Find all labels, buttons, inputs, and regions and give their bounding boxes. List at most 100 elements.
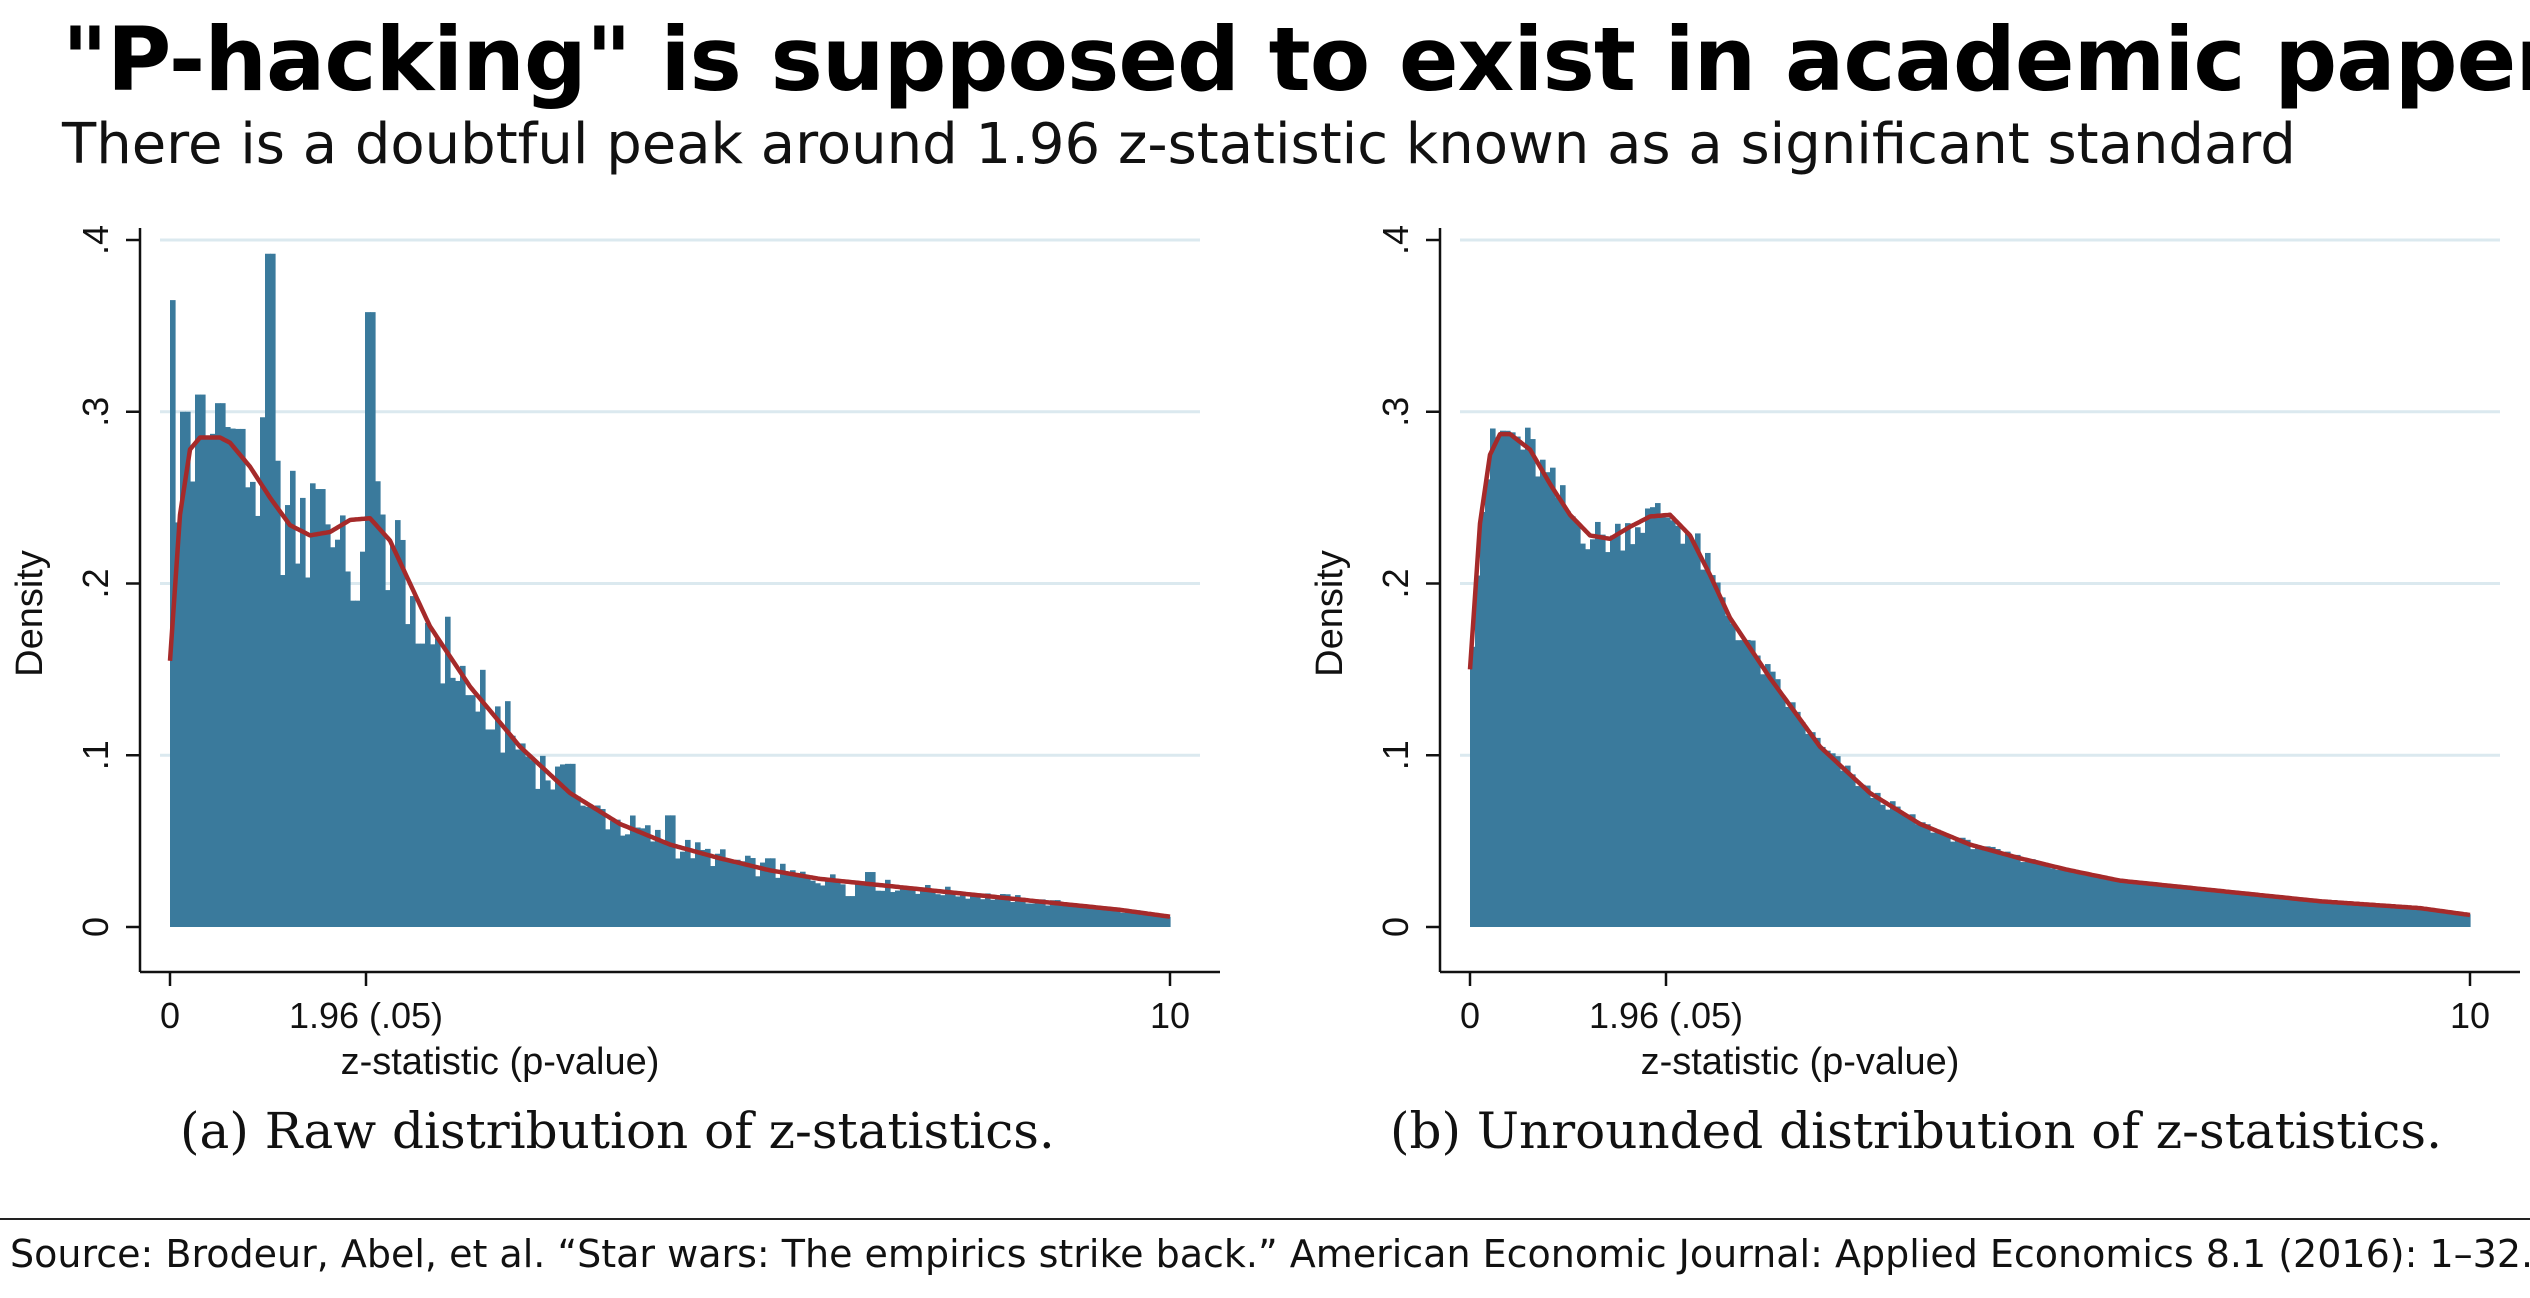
histogram-bar	[400, 539, 406, 927]
histogram-bar	[280, 575, 286, 927]
histogram-bar	[2425, 908, 2431, 927]
histogram-bar	[890, 892, 896, 927]
histogram-bar	[1780, 695, 1786, 927]
histogram-bar	[690, 858, 696, 927]
histogram-bar	[520, 743, 526, 927]
histogram-bar	[1845, 765, 1851, 927]
histogram-bar	[635, 827, 641, 927]
histogram-bar	[2130, 883, 2136, 927]
histogram-bar	[1150, 913, 1156, 927]
x-tick-label: 1.96 (.05)	[289, 995, 443, 1036]
histogram-bar	[710, 866, 716, 927]
histogram-bar	[1725, 615, 1731, 927]
x-tick-label: 10	[1150, 995, 1190, 1036]
histogram-bar	[1095, 909, 1101, 927]
histogram-bar	[1765, 664, 1771, 927]
histogram-bar	[1050, 900, 1056, 927]
caption-a: (a) Raw distribution of z-statistics.	[180, 1102, 1055, 1160]
histogram-bar	[2430, 910, 2436, 927]
histogram-bar	[2085, 874, 2091, 927]
histogram-bar	[540, 755, 546, 927]
histogram-bar	[645, 825, 651, 927]
histogram-bar	[1475, 575, 1481, 927]
histogram-bar	[1105, 908, 1111, 927]
histogram-bar	[1030, 903, 1036, 927]
histogram-bar	[245, 487, 251, 927]
histogram-bar	[1905, 814, 1911, 927]
histogram-bar	[1100, 906, 1106, 927]
histogram-bar	[660, 842, 666, 927]
histogram-bar	[440, 683, 446, 927]
histogram-bar	[205, 436, 211, 927]
histogram-bar	[1885, 809, 1891, 927]
histogram-bar	[820, 885, 826, 927]
histogram-bar	[2040, 864, 2046, 927]
histogram-bar	[2380, 904, 2386, 927]
histogram-bar	[2010, 857, 2016, 927]
histogram-bar	[2135, 883, 2141, 927]
histogram-bar	[1770, 671, 1776, 927]
histogram-bar	[795, 873, 801, 927]
histogram-bar	[825, 881, 831, 927]
histogram-bar	[1560, 485, 1566, 927]
histogram-bar	[1790, 702, 1796, 927]
histogram-bar	[220, 403, 226, 928]
histogram-bar	[1640, 532, 1646, 927]
histogram-bar	[675, 858, 681, 927]
histogram-bar	[2345, 902, 2351, 927]
histogram-bar	[2170, 886, 2176, 927]
histogram-bar	[845, 896, 851, 927]
histogram-bar	[2145, 884, 2151, 927]
histogram-bar	[2375, 904, 2381, 927]
histogram-bar	[810, 880, 816, 927]
histogram-bar	[1995, 849, 2001, 927]
histogram-bar	[945, 886, 951, 927]
histogram-bar	[2215, 891, 2221, 927]
histogram-bar	[2255, 894, 2261, 927]
histogram-bar	[2055, 869, 2061, 927]
histogram-bar	[370, 312, 376, 927]
histogram-bar	[565, 763, 571, 927]
histogram-bar	[385, 590, 391, 927]
histogram-bar	[290, 470, 296, 927]
histogram-bar	[950, 894, 956, 927]
histogram-bar	[605, 829, 611, 927]
histogram-bar	[2030, 859, 2036, 927]
histogram-bar	[505, 701, 511, 927]
histogram-bar	[2415, 907, 2421, 927]
histogram-bar	[2450, 912, 2456, 927]
histogram-bar	[2225, 891, 2231, 927]
y-tick-label: 0	[75, 917, 116, 937]
histogram-bar	[2405, 906, 2411, 927]
histogram-bar	[450, 677, 456, 927]
histogram-bar	[1975, 848, 1981, 927]
histogram-bar	[790, 870, 796, 927]
histogram-bar	[865, 872, 871, 927]
histogram-bar	[745, 855, 751, 927]
histogram-bar	[585, 806, 591, 927]
histogram-bar	[310, 483, 316, 927]
histogram-bar	[1755, 655, 1761, 927]
y-tick-label: .1	[75, 740, 116, 770]
histogram-bar	[800, 871, 806, 927]
histogram-bar	[2275, 895, 2281, 927]
histogram-bar	[215, 403, 221, 928]
histogram-bar	[970, 894, 976, 927]
histogram-bar	[1010, 902, 1016, 927]
histogram-bar	[1675, 525, 1681, 927]
histogram-bar	[2015, 854, 2021, 927]
histogram-bar	[765, 858, 771, 927]
histogram-bar	[1825, 750, 1831, 927]
histogram-bar	[535, 788, 541, 927]
histogram-bar	[485, 729, 491, 927]
histogram-bar	[1160, 915, 1166, 927]
histogram-bar	[805, 875, 811, 927]
histogram-bar	[1685, 532, 1691, 927]
histogram-bar	[1535, 476, 1541, 927]
histogram-bar	[2395, 906, 2401, 927]
histogram-bar	[1965, 839, 1971, 927]
histogram-bar	[840, 884, 846, 927]
histogram-bar	[590, 806, 596, 927]
histogram-bar	[1495, 437, 1501, 927]
histogram-bar	[975, 896, 981, 927]
